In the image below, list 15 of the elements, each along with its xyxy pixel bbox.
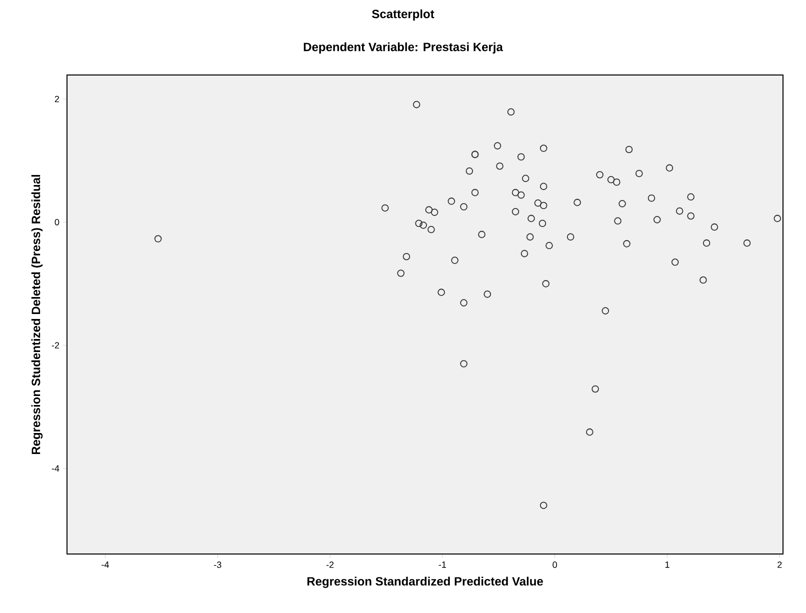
y-axis-title: Regression Studentized Deleted (Press) Residual [31, 174, 43, 454]
y-tick-label: -4 [52, 465, 60, 472]
y-tick-label: -2 [52, 342, 60, 348]
x-tick-label: -4 [102, 562, 109, 568]
x-tick-label: -1 [438, 562, 446, 568]
chart-title: Scatterplot [372, 9, 434, 21]
x-tick-label: 2 [778, 562, 782, 568]
x-tick-label: 1 [665, 562, 670, 568]
x-tick-label: 0 [552, 562, 557, 568]
y-tick-label: 0 [54, 218, 60, 226]
x-tick-label: -2 [326, 562, 334, 568]
x-axis-title: Regression Standardized Predicted Value [307, 576, 543, 588]
y-tick-label: 2 [54, 96, 60, 102]
x-tick-label: -3 [214, 562, 222, 568]
chart-subtitle: Dependent Variable: Prestasi Kerja [304, 42, 503, 54]
